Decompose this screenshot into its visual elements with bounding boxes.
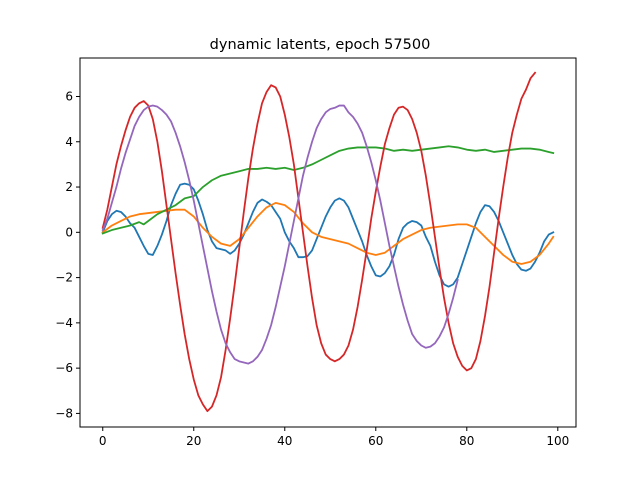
x-tick-label: 40 — [277, 434, 292, 448]
x-tick-label: 0 — [99, 434, 107, 448]
series-line-2 — [101, 201, 555, 265]
x-tick-label: 20 — [186, 434, 201, 448]
series-line-3 — [101, 145, 555, 235]
axes: 0 20 40 60 80 100 −8 −6 −4 −2 0 2 4 6 — [55, 57, 577, 448]
chart-title: dynamic latents, epoch 57500 — [210, 37, 431, 53]
series-line-4 — [101, 71, 537, 413]
series-line-1 — [101, 182, 555, 288]
y-tick-label: 4 — [65, 135, 73, 149]
x-tick-label: 80 — [459, 434, 474, 448]
x-tick-label: 100 — [546, 434, 569, 448]
series-line-5 — [101, 104, 459, 365]
y-tick-label: 0 — [65, 225, 73, 239]
x-tick-label: 60 — [368, 434, 383, 448]
y-tick-label: 2 — [65, 180, 73, 194]
y-tick-label: −8 — [55, 406, 73, 420]
y-tick-label: −2 — [55, 271, 73, 285]
series-layer — [101, 71, 555, 413]
y-tick-label: 6 — [65, 89, 73, 103]
plot-frame — [79, 57, 577, 428]
y-tick-label: −6 — [55, 361, 73, 375]
y-tick-label: −4 — [55, 316, 73, 330]
